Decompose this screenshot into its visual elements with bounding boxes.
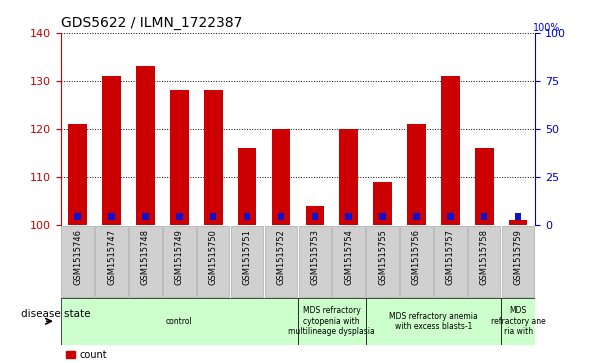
Text: GSM1515757: GSM1515757 (446, 229, 455, 285)
Bar (244, 213, 250, 220)
Text: GSM1515754: GSM1515754 (344, 229, 353, 285)
Bar (413, 213, 420, 220)
Bar (176, 213, 182, 220)
Bar (481, 213, 488, 220)
Bar (108, 213, 115, 220)
Bar (509, 220, 527, 225)
Bar (515, 213, 522, 220)
Text: GSM1515752: GSM1515752 (277, 229, 286, 285)
Bar (306, 206, 324, 225)
Bar (74, 213, 81, 220)
FancyBboxPatch shape (502, 226, 534, 297)
Legend: count, percentile rank within the sample: count, percentile rank within the sample (66, 350, 244, 363)
Text: control: control (166, 317, 193, 326)
Bar (61, 298, 298, 345)
Text: GSM1515756: GSM1515756 (412, 229, 421, 285)
Bar (441, 76, 460, 225)
FancyBboxPatch shape (231, 226, 263, 297)
Text: GDS5622 / ILMN_1722387: GDS5622 / ILMN_1722387 (61, 16, 242, 30)
Bar (447, 213, 454, 220)
FancyBboxPatch shape (468, 226, 500, 297)
Text: GSM1515759: GSM1515759 (514, 229, 523, 285)
Bar (298, 298, 365, 345)
Bar (102, 76, 121, 225)
Bar (142, 213, 149, 220)
Bar (407, 124, 426, 225)
Bar (272, 129, 290, 225)
Bar (339, 129, 358, 225)
Bar (204, 90, 223, 225)
Bar (238, 148, 257, 225)
Text: MDS refractory
cytopenia with
multilineage dysplasia: MDS refractory cytopenia with multilinea… (288, 306, 375, 336)
Text: GSM1515747: GSM1515747 (107, 229, 116, 285)
Bar (136, 66, 155, 225)
Bar (170, 90, 188, 225)
FancyBboxPatch shape (367, 226, 399, 297)
FancyBboxPatch shape (299, 226, 331, 297)
Text: GSM1515753: GSM1515753 (310, 229, 319, 285)
Bar (345, 213, 352, 220)
Text: 100%: 100% (533, 23, 560, 33)
Bar (69, 124, 87, 225)
Text: GSM1515758: GSM1515758 (480, 229, 489, 285)
FancyBboxPatch shape (400, 226, 433, 297)
Bar (365, 298, 501, 345)
Bar (475, 148, 494, 225)
Text: GSM1515750: GSM1515750 (209, 229, 218, 285)
Text: GSM1515755: GSM1515755 (378, 229, 387, 285)
Text: MDS refractory anemia
with excess blasts-1: MDS refractory anemia with excess blasts… (389, 311, 478, 331)
Bar (379, 213, 386, 220)
FancyBboxPatch shape (434, 226, 466, 297)
FancyBboxPatch shape (61, 226, 94, 297)
Bar (210, 213, 216, 220)
FancyBboxPatch shape (197, 226, 229, 297)
Text: disease state: disease state (21, 309, 91, 319)
Text: GSM1515746: GSM1515746 (73, 229, 82, 285)
FancyBboxPatch shape (264, 226, 297, 297)
FancyBboxPatch shape (130, 226, 162, 297)
Text: GSM1515748: GSM1515748 (141, 229, 150, 285)
Bar (501, 298, 535, 345)
Bar (311, 213, 318, 220)
Bar (278, 213, 285, 220)
Text: GSM1515751: GSM1515751 (243, 229, 252, 285)
Text: MDS
refractory ane
ria with: MDS refractory ane ria with (491, 306, 545, 336)
FancyBboxPatch shape (333, 226, 365, 297)
Bar (373, 182, 392, 225)
Text: GSM1515749: GSM1515749 (175, 229, 184, 285)
FancyBboxPatch shape (95, 226, 128, 297)
FancyBboxPatch shape (163, 226, 196, 297)
